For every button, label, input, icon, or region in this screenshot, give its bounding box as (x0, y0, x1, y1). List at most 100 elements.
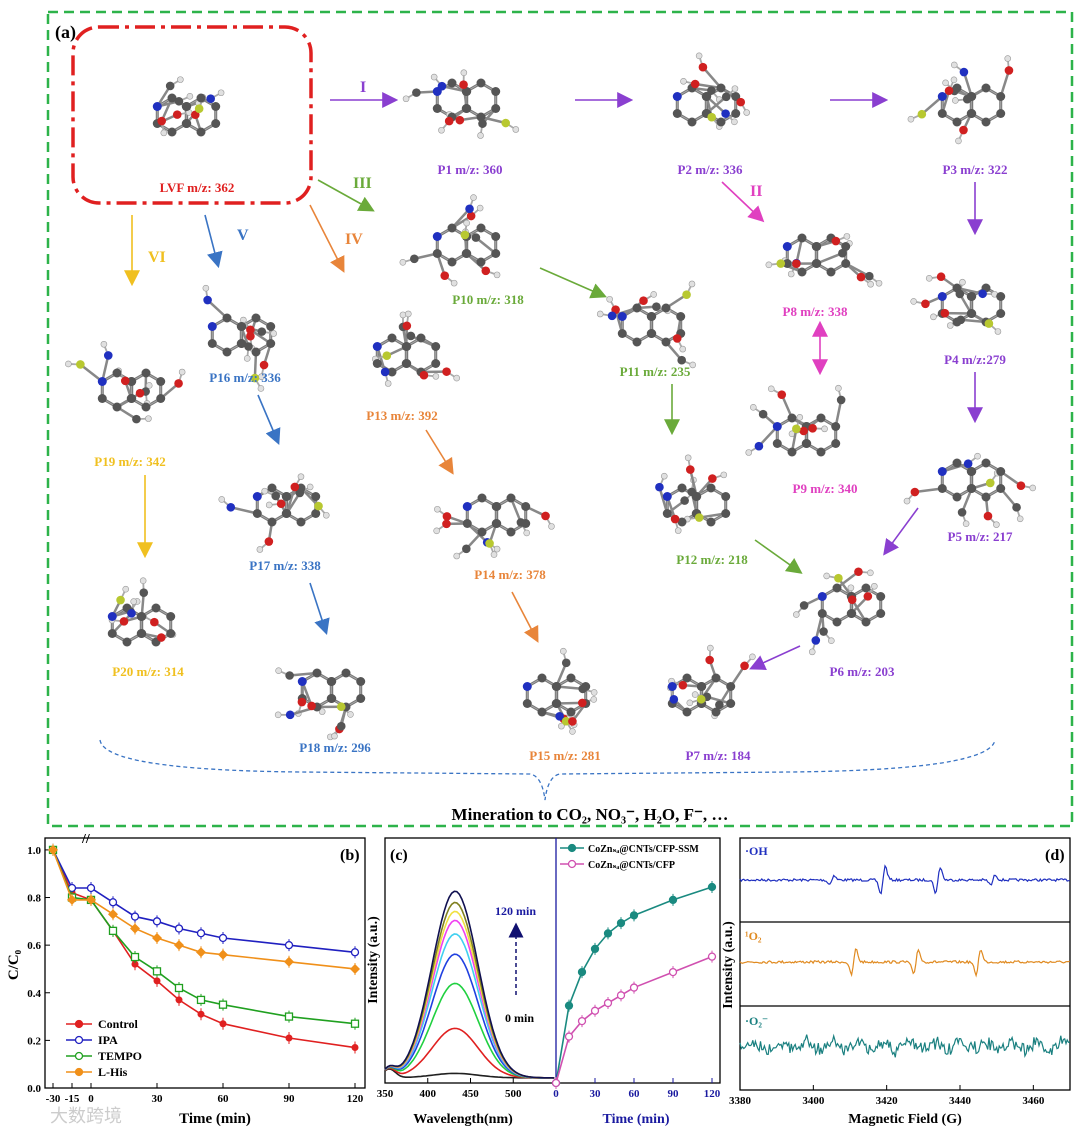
data-point-tempo (284, 1012, 294, 1021)
spectrum-curve (384, 901, 555, 1079)
arrow-lvf-p16 (204, 214, 223, 269)
compound-label-p9: P9 m/z: 340 (793, 481, 858, 496)
data-point-l-his (284, 956, 294, 967)
molecule-p4 (910, 272, 1006, 335)
arrow-p2-p8 (721, 181, 765, 223)
data-point-ipa (86, 883, 96, 893)
compound-label-p15: P15 m/z: 281 (529, 748, 600, 763)
epr-trace-label: ·O₂⁻ (745, 1014, 768, 1028)
data-point-l-his (48, 844, 58, 855)
panel-c-xtick-right: 60 (629, 1088, 641, 1100)
kinetic-point (603, 929, 613, 938)
molecule-p10 (399, 194, 501, 287)
panel-c-legend: CoZnₛₐ@CNTs/CFP-SSM CoZnₛₐ@CNTs/CFP (560, 843, 699, 871)
panel-b-xtick: -15 (65, 1093, 80, 1105)
panel-d-xlabel: Magnetic Field (G) (848, 1112, 962, 1127)
panel-a-label: (a) (55, 22, 76, 43)
arrow-p17-p18 (309, 582, 330, 636)
compound-label-p4: P4 m/z:279 (944, 352, 1006, 367)
panel-d-epr-chart: (d) Intensity (a.u.) Magnetic Field (G) … (721, 837, 1071, 1127)
pathway-label-vi: VI (148, 249, 166, 266)
panel-b-ytick: 1.0 (27, 845, 41, 857)
data-point-l-his (350, 963, 360, 974)
panel-c-ylabel: Intensity (a.u.) (366, 916, 381, 1004)
compound-label-p18: P18 m/z: 296 (299, 740, 371, 755)
panel-c-xtick-left: 500 (505, 1088, 522, 1100)
arrow-p5-p6 (883, 507, 919, 556)
molecule-p7 (667, 644, 756, 720)
data-point-ipa (174, 924, 184, 933)
legend-control: Control (98, 1017, 138, 1031)
kinetic-point (564, 1032, 574, 1041)
panel-d-label: (d) (1045, 847, 1065, 864)
kinetic-point (551, 1078, 561, 1088)
watermark: 大数跨境 (50, 1106, 122, 1127)
data-point-tempo (108, 926, 118, 936)
data-point-l-his (130, 923, 140, 934)
data-point-l-his (196, 947, 206, 958)
compound-label-p19: P19 m/z: 342 (94, 454, 165, 469)
data-point-tempo (174, 983, 184, 993)
lvf-highlight-box (71, 25, 313, 205)
panel-b-ytick: 0.6 (27, 940, 41, 952)
panel-d-axes-frame (739, 837, 1071, 1091)
mineralization-text: Mineration to CO₂, NO₃⁻, H₂O, F⁻, … (452, 805, 729, 824)
data-point-tempo (196, 995, 206, 1005)
data-point-l-his (152, 933, 162, 943)
axis-break-mark: // (81, 832, 91, 847)
panel-b-ytick: 0.8 (27, 893, 41, 905)
arrow-p14-p15 (511, 591, 539, 643)
panel-c-kinetics (551, 881, 717, 1089)
arrow-p16-p17 (257, 394, 281, 445)
panel-c-xtick-right: 120 (704, 1088, 721, 1100)
molecule-p16 (202, 284, 277, 392)
data-point-l-his (218, 949, 228, 960)
molecule-p8 (765, 233, 883, 288)
series-line-ipa (52, 849, 356, 954)
pathway-label-i: I (360, 79, 366, 96)
panel-d-traces: ·OH ¹O₂ ·O₂⁻ (739, 844, 1071, 1058)
panel-c-label: (c) (390, 847, 408, 864)
kinetic-point (590, 944, 600, 954)
arrow-lvf-p10 (317, 179, 375, 212)
molecule-p9 (745, 384, 846, 457)
panel-b-axes-frame (44, 837, 366, 1089)
panel-c-legend-item: CoZnₛₐ@CNTs/CFP-SSM (588, 844, 699, 855)
molecule-p5 (903, 452, 1037, 528)
arrow-p6-p7 (749, 645, 801, 670)
data-point-ipa (218, 933, 228, 943)
panel-c-xtick-right: 0 (553, 1088, 559, 1100)
arrow-p13-p14 (425, 429, 454, 475)
compound-label-p17: P17 m/z: 338 (249, 558, 321, 573)
legend-tempo: TEMPO (98, 1049, 142, 1063)
compound-label-p5: P5 m/z: 217 (948, 529, 1013, 544)
panel-b-xtick: 90 (284, 1093, 296, 1105)
data-point-tempo (152, 967, 162, 976)
compound-label-p11: P11 m/z: 235 (620, 364, 691, 379)
compound-labels: LVF m/z: 362 P1 m/z: 360 P2 m/z: 336 P3 m/z… (94, 162, 1013, 763)
panel-b-legend: Control IPA TEMPO L-His (66, 1017, 142, 1079)
molecule-p3 (907, 55, 1014, 145)
panel-b-label: (b) (340, 847, 360, 864)
kinetic-point (668, 967, 678, 977)
kinetic-point (668, 895, 678, 905)
panel-c-xlabel-left: Wavelength(nm) (413, 1112, 513, 1127)
kinetic-point (590, 1006, 600, 1015)
panel-b-xlabel: Time (min) (179, 1111, 251, 1127)
molecule-p20 (107, 577, 177, 647)
compound-label-p16: P16 m/z: 336 (209, 370, 281, 385)
legend-l-his: L-His (98, 1065, 128, 1079)
annotation-0min: 0 min (505, 1011, 534, 1025)
molecule-lvf (152, 76, 225, 137)
molecule-p11 (596, 280, 697, 369)
kinetic-point (616, 991, 626, 1000)
data-point-ipa (108, 898, 118, 907)
data-point-ipa (284, 940, 294, 950)
compound-label-p12: P12 m/z: 218 (676, 552, 748, 567)
kinetic-point (603, 998, 613, 1008)
data-point-control (175, 996, 183, 1004)
data-point-control (219, 1020, 227, 1028)
molecule-p19 (65, 340, 186, 424)
